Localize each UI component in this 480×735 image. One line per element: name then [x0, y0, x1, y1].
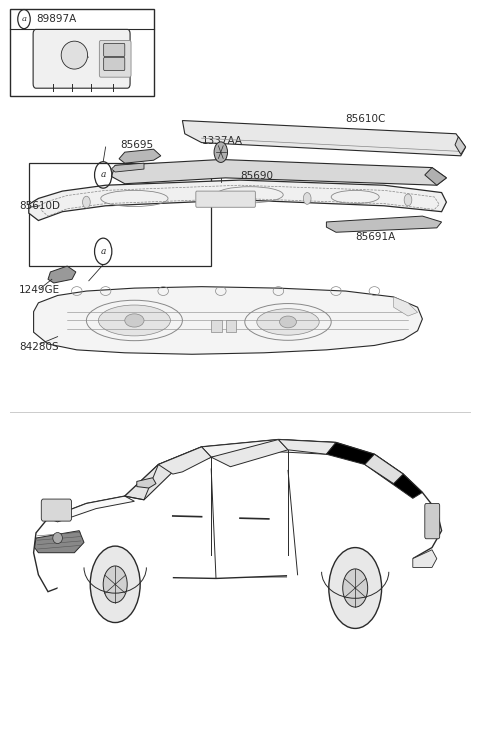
Ellipse shape	[61, 41, 87, 69]
Text: 85610D: 85610D	[19, 201, 60, 211]
Bar	[226, 320, 236, 332]
Circle shape	[90, 546, 140, 623]
Polygon shape	[425, 168, 446, 185]
Polygon shape	[278, 440, 336, 454]
Polygon shape	[394, 297, 418, 316]
Circle shape	[214, 142, 228, 162]
Ellipse shape	[279, 316, 296, 328]
Text: 1337AA: 1337AA	[202, 136, 242, 146]
Ellipse shape	[53, 532, 62, 544]
Text: 85610C: 85610C	[346, 114, 386, 124]
FancyBboxPatch shape	[58, 548, 173, 606]
Circle shape	[343, 569, 368, 607]
Polygon shape	[29, 180, 446, 220]
Polygon shape	[413, 550, 437, 567]
Polygon shape	[202, 440, 336, 457]
Polygon shape	[111, 159, 446, 185]
Polygon shape	[326, 216, 442, 232]
Text: a: a	[22, 15, 26, 23]
FancyBboxPatch shape	[104, 43, 125, 57]
Circle shape	[329, 548, 382, 628]
Polygon shape	[34, 440, 442, 592]
FancyBboxPatch shape	[41, 499, 72, 521]
Polygon shape	[111, 163, 144, 172]
FancyBboxPatch shape	[10, 9, 154, 96]
Polygon shape	[34, 287, 422, 354]
Polygon shape	[119, 149, 161, 163]
Text: 85690: 85690	[240, 171, 273, 182]
Circle shape	[83, 196, 90, 208]
FancyBboxPatch shape	[287, 550, 414, 613]
Polygon shape	[182, 121, 466, 156]
FancyBboxPatch shape	[99, 40, 131, 77]
FancyBboxPatch shape	[425, 503, 440, 539]
Text: 89897A: 89897A	[36, 14, 76, 24]
Text: a: a	[100, 171, 106, 179]
Polygon shape	[211, 440, 288, 467]
Text: 1249GE: 1249GE	[19, 285, 60, 295]
Text: 85695: 85695	[120, 140, 153, 150]
Text: a: a	[100, 247, 106, 256]
Polygon shape	[48, 266, 76, 283]
Polygon shape	[137, 478, 156, 488]
Circle shape	[303, 193, 311, 204]
Circle shape	[103, 566, 127, 603]
Polygon shape	[326, 442, 422, 498]
Polygon shape	[158, 447, 211, 474]
FancyBboxPatch shape	[33, 29, 130, 88]
Ellipse shape	[125, 314, 144, 327]
Polygon shape	[35, 531, 84, 553]
Text: 84280S: 84280S	[19, 342, 59, 352]
Polygon shape	[125, 447, 211, 500]
Ellipse shape	[98, 305, 170, 336]
Text: 85691A: 85691A	[355, 232, 396, 242]
Polygon shape	[48, 496, 134, 522]
FancyBboxPatch shape	[196, 191, 255, 207]
Polygon shape	[365, 454, 403, 484]
Polygon shape	[455, 137, 466, 154]
Bar	[211, 320, 222, 332]
Ellipse shape	[257, 309, 319, 335]
FancyBboxPatch shape	[104, 57, 125, 71]
Circle shape	[404, 194, 412, 206]
